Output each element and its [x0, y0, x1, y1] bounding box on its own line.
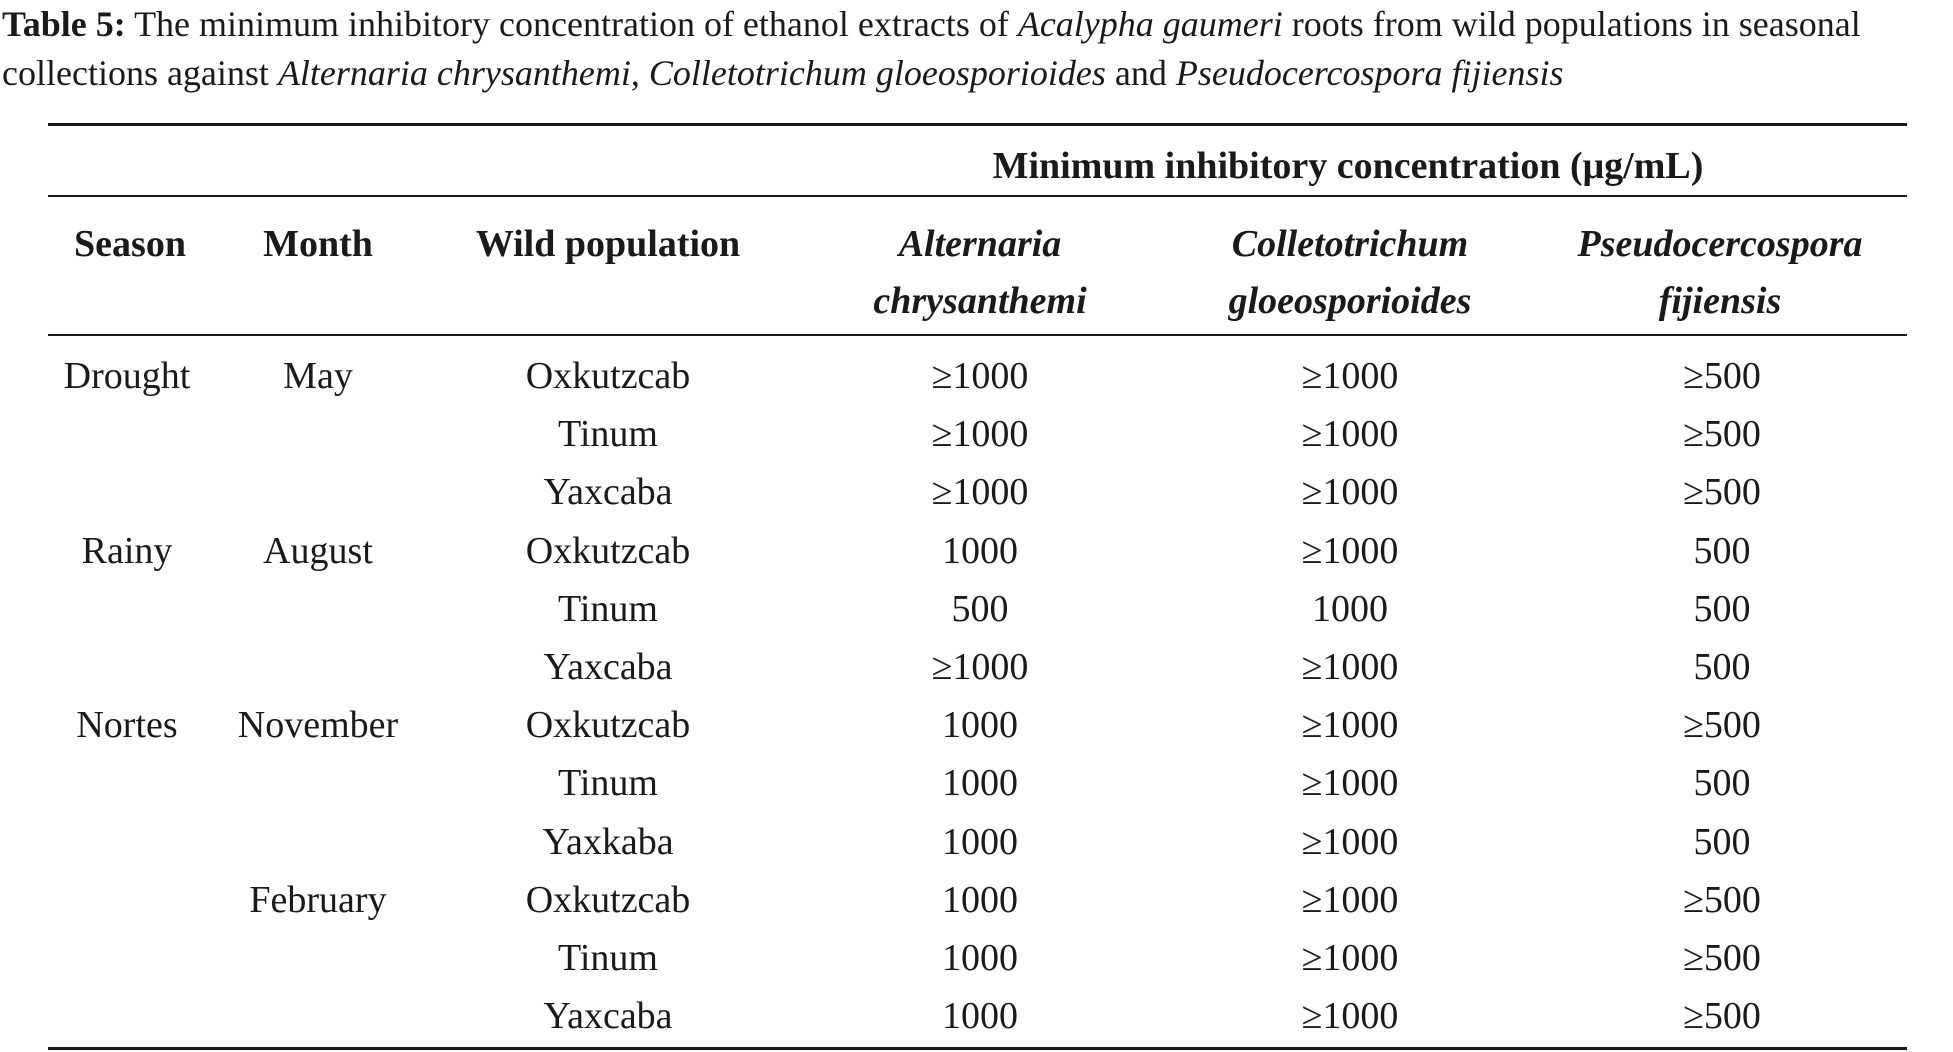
cell-colletotrichum-mic: ≥1000	[1301, 355, 1399, 397]
caption-species: Pseudocercospora fijiensis	[1175, 53, 1564, 93]
cell-colletotrichum-mic: ≥1000	[1301, 995, 1399, 1037]
cell-pseudocercospora-mic: 500	[1693, 762, 1751, 804]
header-alternaria-line2: chrysanthemi	[873, 280, 1087, 322]
cell-wild-population: Yaxcaba	[543, 646, 673, 688]
cell-colletotrichum-mic: ≥1000	[1301, 879, 1399, 921]
cell-wild-population: Oxkutzcab	[525, 879, 691, 921]
caption-species: Acalypha gaumeri	[1017, 4, 1283, 44]
cell-colletotrichum-mic: ≥1000	[1301, 413, 1399, 455]
cell-season: Drought	[63, 355, 191, 397]
cell-colletotrichum-mic: ≥1000	[1301, 821, 1399, 863]
cell-wild-population: Oxkutzcab	[525, 530, 691, 572]
cell-pseudocercospora-mic: ≥500	[1683, 879, 1761, 921]
cell-pseudocercospora-mic: ≥500	[1683, 355, 1761, 397]
cell-alternaria-mic: 1000	[942, 879, 1018, 921]
caption-text: and	[1114, 53, 1167, 93]
header-pseudocercospora-line1: Pseudocercospora	[1577, 223, 1863, 265]
cell-alternaria-mic: 1000	[942, 937, 1018, 979]
cell-wild-population: Oxkutzcab	[525, 355, 691, 397]
table-top-rule	[48, 123, 1907, 126]
cell-pseudocercospora-mic: ≥500	[1683, 413, 1761, 455]
cell-alternaria-mic: 1000	[942, 530, 1018, 572]
table-bottom-rule	[48, 1047, 1907, 1050]
spanner-header: Minimum inhibitory concentration (μg/mL)	[992, 145, 1704, 187]
cell-alternaria-mic: ≥1000	[931, 413, 1029, 455]
cell-alternaria-mic: ≥1000	[931, 471, 1029, 513]
cell-alternaria-mic: ≥1000	[931, 355, 1029, 397]
cell-pseudocercospora-mic: ≥500	[1683, 937, 1761, 979]
table-caption: Table 5: The minimum inhibitory concentr…	[2, 0, 1952, 98]
cell-pseudocercospora-mic: 500	[1693, 588, 1751, 630]
cell-pseudocercospora-mic: ≥500	[1683, 704, 1761, 746]
caption-separator: ,	[630, 53, 640, 93]
cell-alternaria-mic: 1000	[942, 995, 1018, 1037]
cell-colletotrichum-mic: ≥1000	[1301, 937, 1399, 979]
cell-alternaria-mic: 1000	[942, 762, 1018, 804]
header-wild-population: Wild population	[475, 223, 741, 265]
cell-wild-population: Yaxkaba	[542, 821, 674, 863]
caption-text: roots from wild populations in seasonal …	[2, 4, 1861, 93]
header-season: Season	[74, 223, 186, 265]
cell-month: February	[249, 879, 387, 921]
cell-alternaria-mic: ≥1000	[931, 646, 1029, 688]
cell-alternaria-mic: 1000	[942, 821, 1018, 863]
cell-wild-population: Tinum	[558, 937, 658, 979]
cell-colletotrichum-mic: ≥1000	[1301, 530, 1399, 572]
header-month: Month	[263, 223, 373, 265]
cell-pseudocercospora-mic: 500	[1693, 530, 1751, 572]
cell-colletotrichum-mic: ≥1000	[1301, 704, 1399, 746]
header-pseudocercospora-line2: fijiensis	[1658, 280, 1782, 322]
cell-wild-population: Tinum	[558, 588, 658, 630]
header-alternaria-line1: Alternaria	[898, 223, 1062, 265]
caption-text: The minimum inhibitory concentration of …	[134, 4, 1009, 44]
cell-season: Rainy	[81, 530, 173, 572]
cell-alternaria-mic: 500	[951, 588, 1009, 630]
cell-colletotrichum-mic: ≥1000	[1301, 471, 1399, 513]
cell-colletotrichum-mic: 1000	[1312, 588, 1388, 630]
cell-month: August	[263, 530, 373, 572]
cell-wild-population: Yaxcaba	[543, 995, 673, 1037]
cell-pseudocercospora-mic: ≥500	[1683, 995, 1761, 1037]
cell-pseudocercospora-mic: 500	[1693, 821, 1751, 863]
cell-colletotrichum-mic: ≥1000	[1301, 646, 1399, 688]
spanner-rule	[48, 195, 1907, 197]
cell-alternaria-mic: 1000	[942, 704, 1018, 746]
header-colletotrichum-line2: gloeosporioides	[1228, 280, 1472, 322]
cell-colletotrichum-mic: ≥1000	[1301, 762, 1399, 804]
caption-species: Colletotrichum gloeosporioides	[648, 53, 1106, 93]
header-colletotrichum-line1: Colletotrichum	[1231, 223, 1469, 265]
cell-pseudocercospora-mic: 500	[1693, 646, 1751, 688]
cell-season: Nortes	[76, 704, 178, 746]
cell-wild-population: Tinum	[558, 413, 658, 455]
cell-month: November	[237, 704, 399, 746]
header-rule	[48, 334, 1907, 336]
caption-label: Table 5:	[2, 4, 126, 44]
caption-species: Alternaria chrysanthemi	[277, 53, 631, 93]
cell-wild-population: Yaxcaba	[543, 471, 673, 513]
cell-wild-population: Oxkutzcab	[525, 704, 691, 746]
cell-wild-population: Tinum	[558, 762, 658, 804]
cell-pseudocercospora-mic: ≥500	[1683, 471, 1761, 513]
cell-month: May	[283, 355, 353, 397]
